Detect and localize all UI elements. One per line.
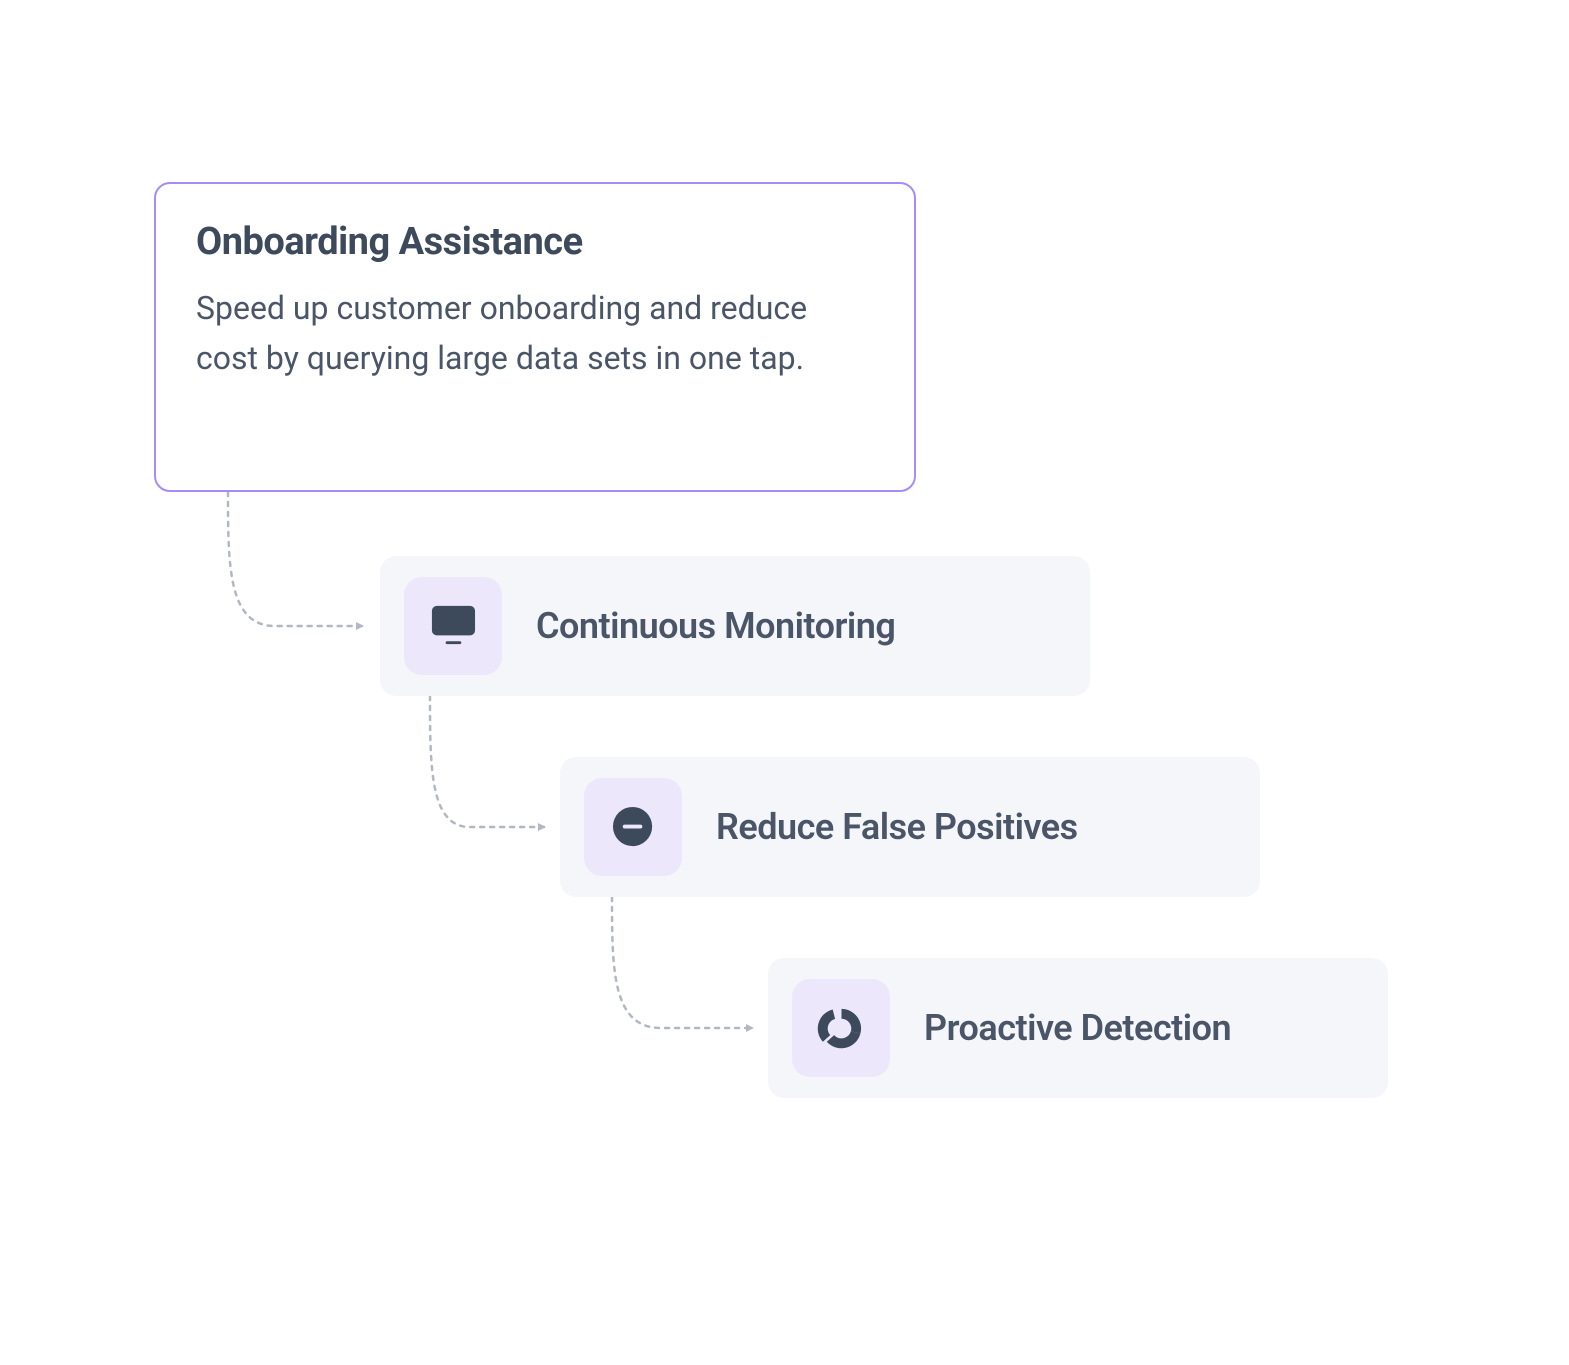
hero-description: Speed up customer onboarding and reduce … [196,284,874,383]
step-label: Reduce False Positives [716,806,1078,848]
step-label: Proactive Detection [924,1007,1231,1049]
minus-circle-icon [584,778,682,876]
diagram-canvas: Onboarding Assistance Speed up customer … [0,0,1569,1365]
step-card-proactive-detection[interactable]: Proactive Detection [768,958,1388,1098]
step-card-continuous-monitoring[interactable]: Continuous Monitoring [380,556,1090,696]
step-card-reduce-false-positives[interactable]: Reduce False Positives [560,757,1260,897]
hero-title: Onboarding Assistance [196,220,874,264]
step-label: Continuous Monitoring [536,605,895,647]
donut-icon [792,979,890,1077]
connector-1 [430,696,544,827]
connector-0 [228,492,362,626]
hero-card-onboarding-assistance: Onboarding Assistance Speed up customer … [154,182,916,492]
monitor-icon [404,577,502,675]
connector-2 [612,897,752,1028]
